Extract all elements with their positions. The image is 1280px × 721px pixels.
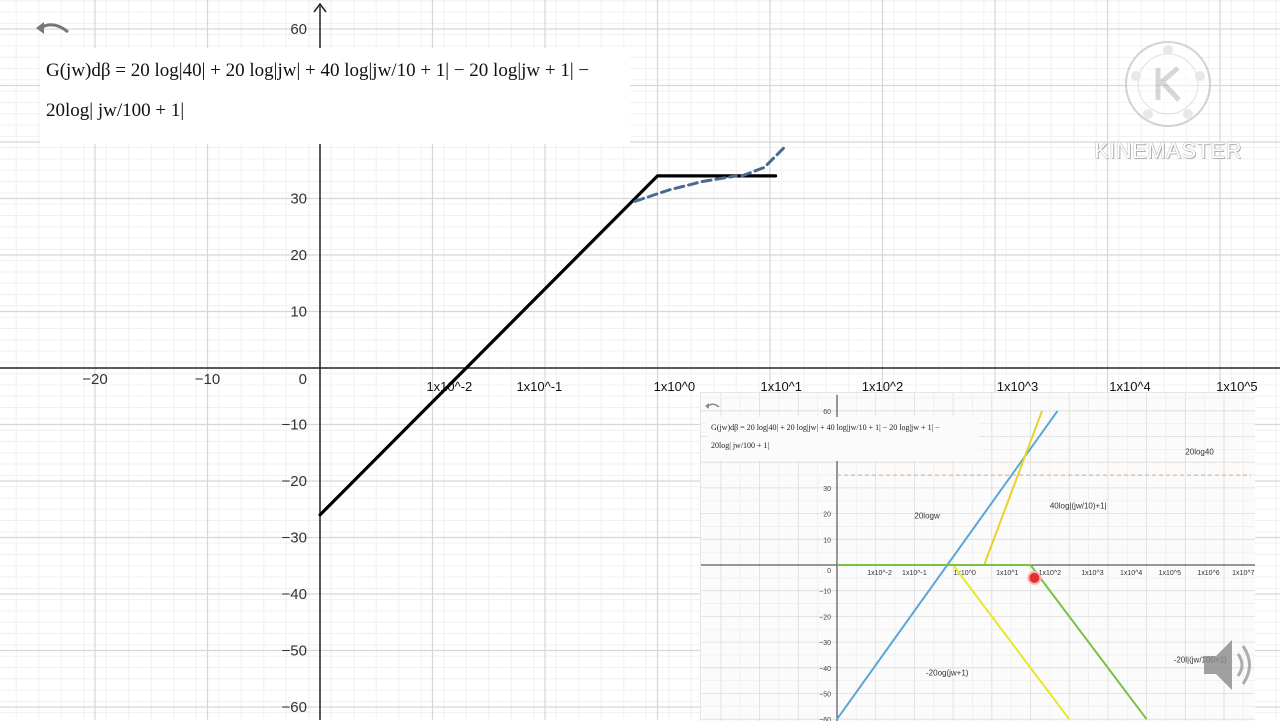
y-tick-label: 30 xyxy=(290,191,307,208)
inset-annotation: 40log|(jw/10)+1| xyxy=(1050,501,1107,510)
origin-label: 0 xyxy=(299,371,307,388)
inset-decade-label: 1x10^6 xyxy=(1197,570,1219,577)
inset-y-tick-label: −60 xyxy=(819,717,831,721)
inset-y-tick-label: −30 xyxy=(819,640,831,647)
decade-label: 1x10^4 xyxy=(1109,379,1151,394)
inset-y-tick-label: 30 xyxy=(823,486,831,493)
inset-annotation: 20log40 xyxy=(1185,447,1214,456)
decade-label: 1x10^3 xyxy=(997,379,1039,394)
cursor-marker xyxy=(1027,570,1042,585)
inset-formula-line-1: G(jw)dβ = 20 log|40| + 20 log|jw| + 40 l… xyxy=(711,423,940,432)
inset-screenshot: 60 30 20 10 −10 −20 −30 −40 −50 −60 0 1x10^-2 1x10^-… xyxy=(700,392,1255,721)
inset-decade-label: 1x10^0 xyxy=(954,570,976,577)
approx-curve-line xyxy=(740,143,789,178)
inset-decade-label: 1x10^5 xyxy=(1159,570,1181,577)
kinemaster-logo-icon xyxy=(1125,41,1211,127)
inset-decade-label: 1x10^3 xyxy=(1081,570,1103,577)
undo-icon[interactable] xyxy=(34,18,74,42)
inset-annotation: -20l|(jw/100+1) xyxy=(1174,656,1227,665)
inset-formula-box: G(jw)dβ = 20 log|40| + 20 log|jw| + 40 l… xyxy=(707,417,979,461)
y-tick-label: −40 xyxy=(282,586,307,603)
inset-annotation: 20logw xyxy=(914,512,940,521)
speaker-icon[interactable] xyxy=(1200,630,1256,700)
decade-label: 1x10^-1 xyxy=(516,379,562,394)
inset-decade-label: 1x10^-1 xyxy=(902,570,927,577)
inset-decade-label: 1x10^-2 xyxy=(867,570,892,577)
inset-decade-label: 1x10^2 xyxy=(1039,570,1061,577)
approx-curve-line xyxy=(633,174,738,203)
watermark-text: KINEMASTER xyxy=(1094,138,1243,163)
x-tick-label: −20 xyxy=(82,371,107,388)
y-tick-label: 10 xyxy=(290,304,307,321)
inset-y-tick-label: 60 xyxy=(823,409,831,416)
x-tick-label: −10 xyxy=(195,371,220,388)
inset-series-line xyxy=(837,564,1148,720)
formula-line-2: 20log| jw/100 + 1| xyxy=(46,100,185,121)
y-tick-label: −30 xyxy=(282,530,307,547)
inset-decade-label: 1x10^4 xyxy=(1120,570,1142,577)
inset-decade-label: 1x10^1 xyxy=(996,570,1018,577)
inset-y-tick-label: −40 xyxy=(819,666,831,673)
decade-label: 1x10^1 xyxy=(760,379,802,394)
decade-label: 1x10^2 xyxy=(862,379,904,394)
inset-y-tick-label: 10 xyxy=(823,537,831,544)
formula-box: G(jw)dβ = 20 log|40| + 20 log|jw| + 40 l… xyxy=(40,48,630,144)
inset-annotation: -20og(jw+1) xyxy=(926,669,969,678)
formula-line-1: G(jw)dβ = 20 log|40| + 20 log|jw| + 40 l… xyxy=(46,60,590,81)
inset-y-tick-label: −50 xyxy=(819,692,831,699)
inset-y-tick-label: 20 xyxy=(823,512,831,519)
inset-formula-line-2: 20log| jw/100 + 1| xyxy=(711,441,770,450)
y-tick-label: −10 xyxy=(282,417,307,434)
decade-label: 1x10^5 xyxy=(1216,379,1258,394)
y-axis-arrow xyxy=(313,2,327,13)
inset-undo-icon xyxy=(705,403,720,409)
y-tick-label: −50 xyxy=(282,643,307,660)
inset-origin-label: 0 xyxy=(827,568,831,575)
y-tick-label: −60 xyxy=(282,699,307,716)
inset-bode-chart: 60 30 20 10 −10 −20 −30 −40 −50 −60 0 1x10^-2 1x10^-… xyxy=(701,393,1255,721)
decade-label: 1x10^0 xyxy=(654,379,696,394)
inset-y-tick-label: −10 xyxy=(819,589,831,596)
inset-decade-label: 1x10^7 xyxy=(1232,570,1254,577)
inset-y-tick-label: −20 xyxy=(819,614,831,621)
y-tick-label: 20 xyxy=(290,247,307,264)
y-tick-label: 60 xyxy=(290,21,307,38)
y-tick-label: −20 xyxy=(282,473,307,490)
